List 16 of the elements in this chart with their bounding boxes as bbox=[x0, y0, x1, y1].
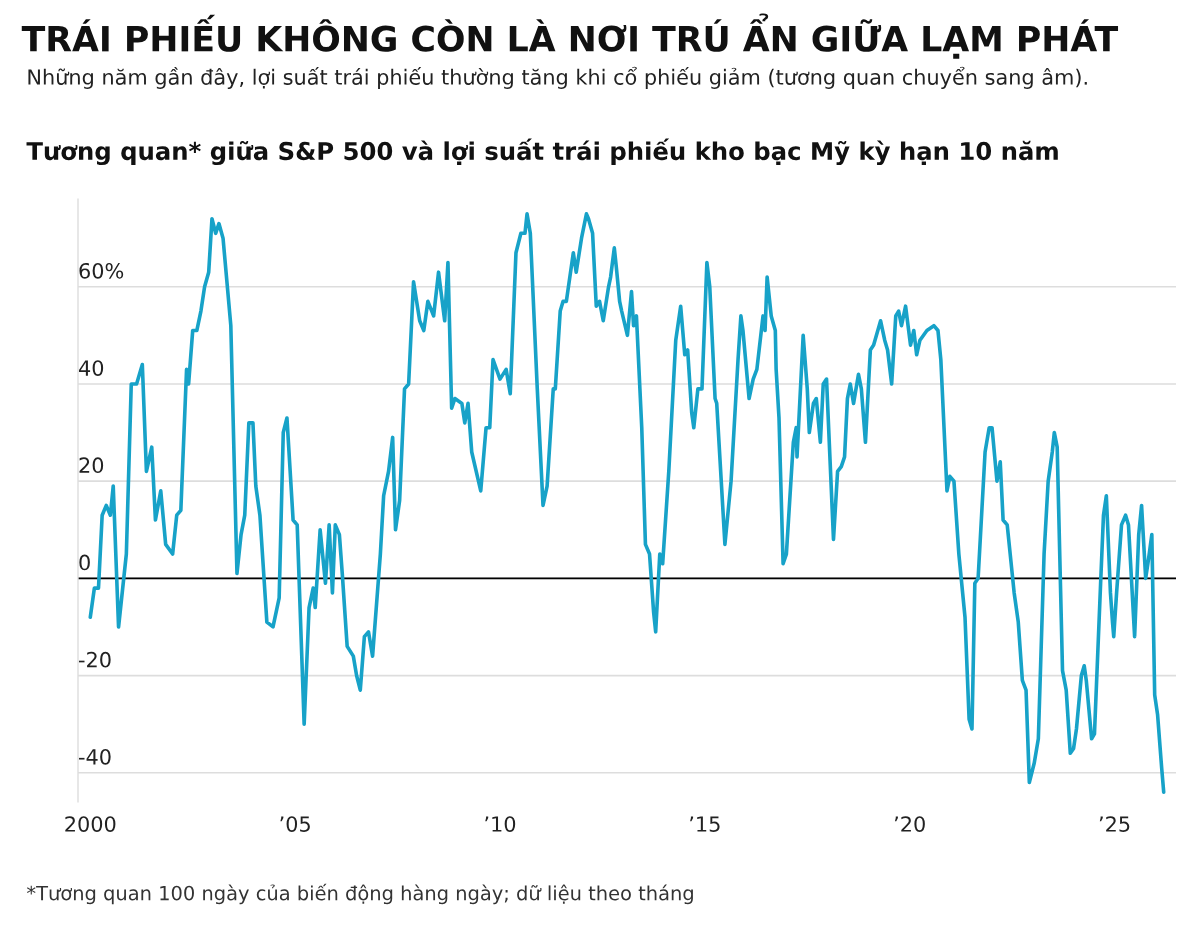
chart-subtitle: Những năm gần đây, lợi suất trái phiếu thường tăng khi cổ phiếu giảm (tương quan chuyển sang âm). bbox=[28, 66, 1087, 89]
y-tick-label: 40 bbox=[79, 360, 104, 376]
y-tick-label: 0 bbox=[79, 554, 90, 571]
x-tick-label: ’25 bbox=[1099, 816, 1130, 832]
y-axis-title: Tương quan* giữa S&P 500 và lợi suất trái phiếu kho bạc Mỹ kỳ hạn 10 năm bbox=[26, 138, 1058, 166]
x-tick-label: ’10 bbox=[485, 816, 516, 832]
x-tick-label: ’15 bbox=[690, 816, 720, 832]
y-tick-label: -20 bbox=[79, 651, 111, 668]
x-tick-label: ’20 bbox=[894, 816, 925, 832]
x-tick-label: ’05 bbox=[280, 816, 310, 832]
chart-title: TRÁI PHIẾU KHÔNG CÒN LÀ NƠI TRÚ ẨN GIỮA LẠM PHÁT bbox=[21, 13, 1119, 59]
y-tick-label: 20 bbox=[79, 457, 104, 474]
y-tick-label: -40 bbox=[79, 748, 111, 765]
text: *Tương quan 100 ngày của biến động hàng ngày; dữ liệu theo tháng bbox=[26, 883, 693, 905]
y-tick-label: 60% bbox=[79, 262, 124, 279]
x-tick-label: 2000 bbox=[65, 816, 116, 832]
